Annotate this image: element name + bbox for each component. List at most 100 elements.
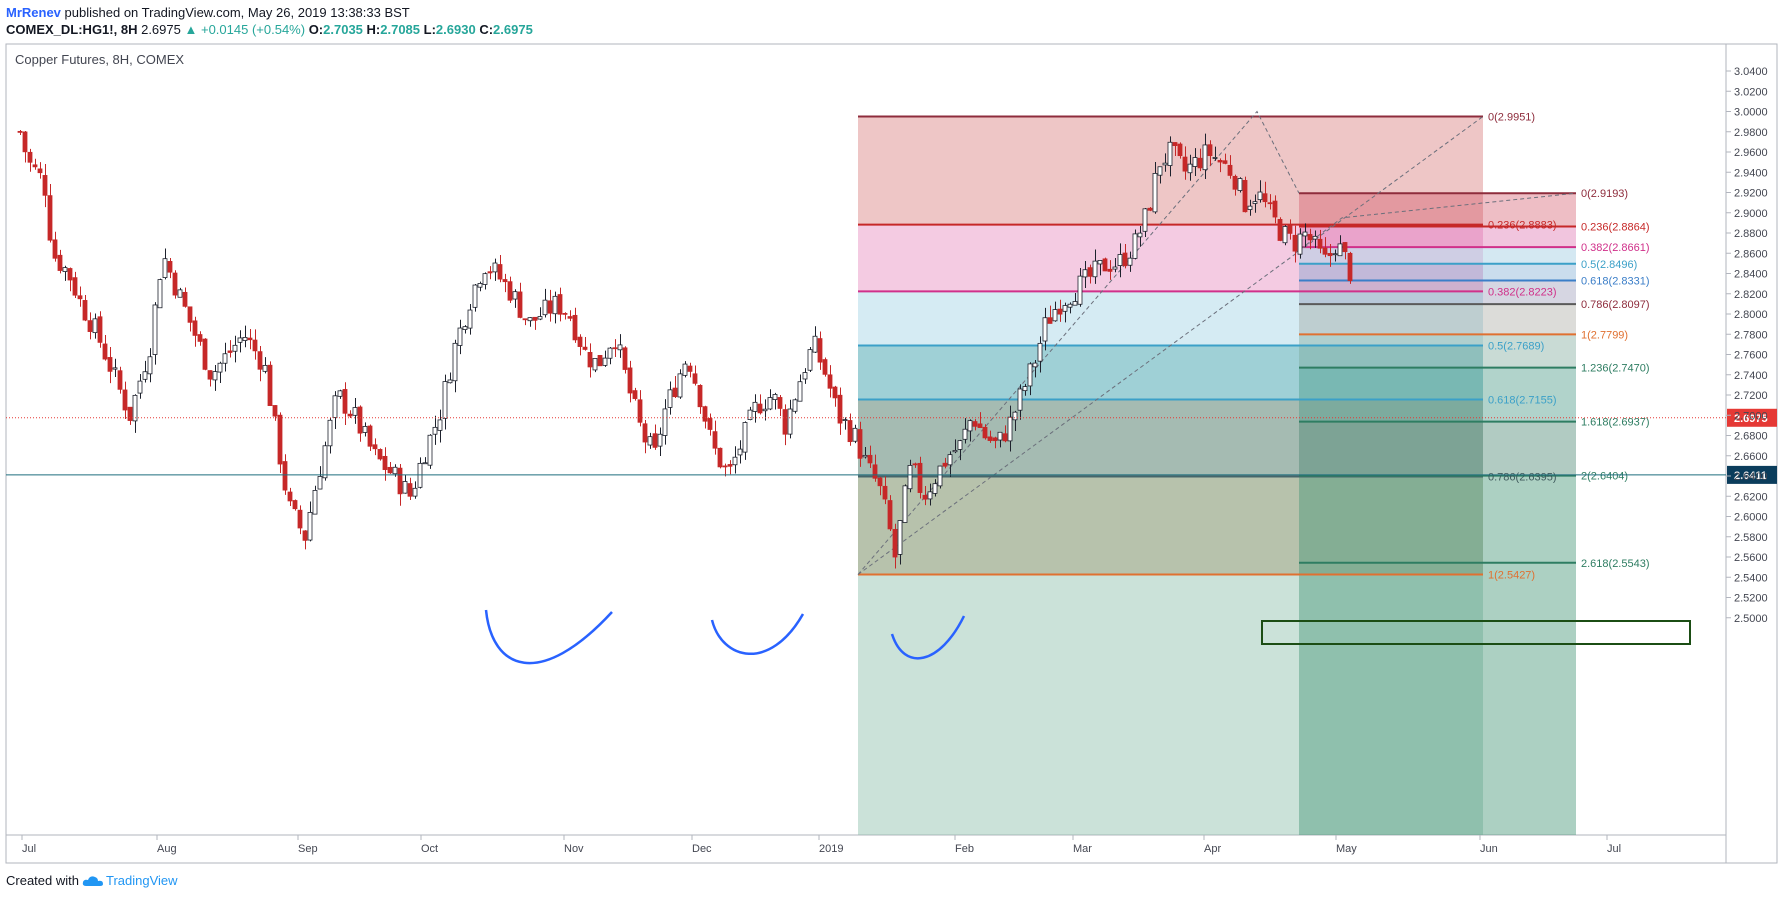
candle-body	[652, 433, 658, 448]
candle-body	[327, 419, 333, 447]
candle-body	[602, 357, 608, 366]
candle-body	[532, 316, 538, 321]
fib1-level-label: 0(2.9951)	[1488, 111, 1535, 123]
candle-body	[902, 485, 908, 523]
candle-body	[397, 467, 403, 495]
candle-body	[92, 318, 98, 334]
chart-frame	[5, 43, 1778, 864]
fib1-level-label: 0.236(2.8883)	[1488, 220, 1557, 232]
candle-body	[732, 456, 738, 466]
x-tick-label: Feb	[955, 843, 974, 855]
candle-body	[862, 454, 868, 458]
candle-body	[387, 466, 393, 474]
candle-body	[162, 258, 168, 278]
candle-body	[1222, 160, 1228, 164]
candle-body	[442, 381, 448, 419]
candle-body	[172, 272, 178, 296]
candle-body	[467, 309, 473, 329]
y-tick-label: 2.8000	[1734, 309, 1768, 321]
candle-body	[622, 347, 628, 370]
candle-body	[1057, 308, 1063, 315]
candle-body	[587, 351, 593, 368]
fib1-level-label: 0.786(2.6395)	[1488, 472, 1557, 484]
candle-body	[1272, 200, 1278, 218]
candle-body	[297, 509, 303, 529]
candle-body	[567, 316, 573, 319]
cup-drawing	[890, 615, 966, 660]
candle-body	[572, 314, 578, 341]
x-tick-label: Aug	[157, 843, 177, 855]
candle-body	[657, 433, 663, 447]
candle-body	[802, 372, 808, 380]
candle-body	[1072, 301, 1078, 306]
fib2-level-label: 2.618(2.5543)	[1581, 558, 1650, 570]
candle-body	[237, 337, 243, 343]
published-text: published on TradingView.com, May 26, 20…	[64, 5, 410, 20]
candle-body	[102, 343, 108, 360]
last-price: 2.6975	[141, 22, 181, 37]
candle-body	[367, 425, 373, 447]
candle-body	[242, 337, 248, 341]
candle-body	[1117, 254, 1123, 266]
candle-body	[527, 317, 533, 322]
y-tick-label: 2.5800	[1734, 532, 1768, 544]
candle-body	[217, 362, 223, 373]
candle-body	[112, 367, 118, 370]
candle-body	[912, 463, 918, 466]
candle-body	[947, 454, 953, 466]
x-tick-label: Sep	[298, 843, 318, 855]
brand-label: TradingView	[105, 873, 178, 888]
author-link[interactable]: MrRenev	[6, 5, 61, 20]
candle-body	[357, 406, 363, 434]
fib1-level-label: 1(2.5427)	[1488, 570, 1535, 582]
candle-body	[967, 420, 973, 432]
candle-body	[807, 349, 813, 371]
candle-body	[107, 357, 113, 372]
high-value: 2.7085	[380, 22, 421, 37]
candle-body	[1182, 156, 1188, 172]
candle-body	[847, 420, 853, 443]
x-tick-label: Jul	[22, 843, 36, 855]
candle-body	[892, 529, 898, 558]
candle-body	[957, 440, 963, 450]
candle-body	[987, 436, 993, 441]
publish-info: MrRenev published on TradingView.com, Ma…	[6, 4, 410, 21]
candle-body	[1297, 233, 1303, 255]
candle-body	[522, 318, 528, 321]
y-tick-label: 2.7600	[1734, 350, 1768, 362]
candle-body	[72, 277, 78, 296]
candle-body	[832, 386, 838, 399]
candle-body	[1037, 342, 1043, 362]
candle-body	[872, 464, 878, 479]
tradingview-brand[interactable]: TradingView	[82, 872, 178, 889]
candle-body	[747, 409, 753, 420]
candle-body	[592, 358, 598, 371]
candle-body	[627, 367, 633, 394]
candle-body	[277, 414, 283, 465]
candle-body	[557, 294, 563, 315]
candle-body	[612, 347, 618, 350]
candle-body	[27, 151, 33, 163]
candle-body	[377, 449, 383, 460]
cloud-icon	[82, 875, 103, 886]
candle-body	[712, 431, 718, 449]
fib1-zone	[858, 476, 1483, 575]
candle-body	[722, 465, 728, 468]
candle-body	[372, 444, 378, 450]
candle-body	[52, 239, 58, 259]
candle-body	[1012, 411, 1018, 421]
candle-body	[1147, 207, 1153, 211]
candle-body	[632, 390, 638, 399]
high-label: H:	[366, 22, 381, 37]
candle-body	[207, 370, 213, 380]
candle-body	[422, 462, 428, 465]
candle-body	[147, 356, 153, 375]
candle-body	[1237, 178, 1243, 191]
candle-body	[977, 423, 983, 428]
candle-body	[1267, 202, 1273, 205]
y-tick-label: 2.6800	[1734, 431, 1768, 443]
candle-body	[767, 397, 773, 410]
candle-body	[497, 264, 503, 280]
candle-body	[1027, 363, 1033, 387]
